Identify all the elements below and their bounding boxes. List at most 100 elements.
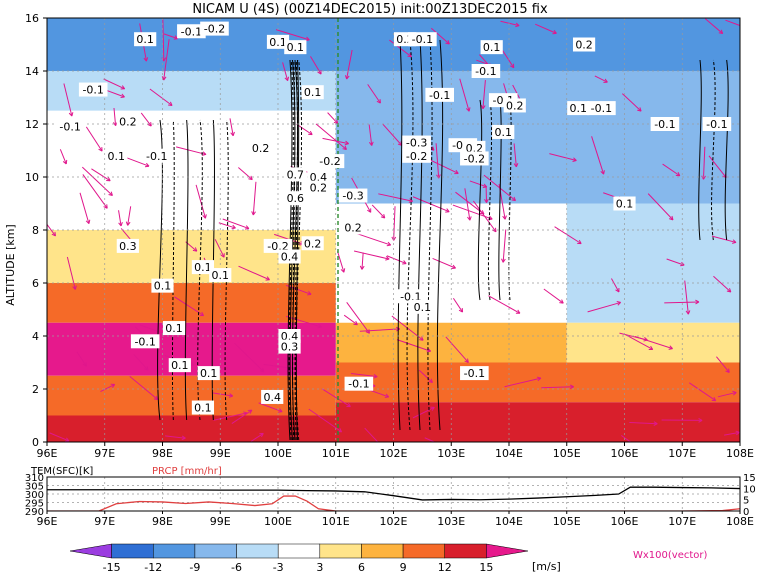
contour-label: -0.2	[464, 152, 485, 165]
contour-label-bg	[315, 154, 345, 169]
wind-vector	[238, 167, 253, 180]
wind-vector-head	[572, 157, 577, 162]
wind-vector-head	[168, 101, 173, 107]
wind-vector	[452, 297, 463, 313]
wind-vector	[321, 388, 351, 408]
vector-legend-label: Wx100(vector)	[633, 550, 708, 561]
contour-label-bg	[168, 358, 191, 373]
surface-series	[47, 486, 740, 511]
contour-label: 0.1	[171, 359, 189, 372]
contour-label-bg	[402, 148, 431, 163]
colorbar-unit: [m/s]	[532, 560, 561, 573]
y-tick-label: 16	[25, 12, 39, 25]
wind-vector	[459, 78, 470, 112]
wind-vector	[133, 353, 149, 371]
contour-label-bg	[278, 249, 301, 264]
wind-vector	[346, 49, 353, 80]
contour-label-bg	[261, 389, 284, 404]
wind-vector	[684, 280, 689, 315]
wind-vector-head	[72, 285, 77, 290]
wind-vector-head	[428, 378, 433, 384]
wind-vector-head	[265, 276, 270, 281]
wind-vector	[310, 56, 322, 75]
wind-vector	[502, 229, 507, 263]
wind-vector	[634, 335, 673, 350]
y-tick-label: 12	[25, 118, 39, 131]
y-tick-label: 4	[32, 330, 39, 343]
contour-labels: -0.1-0.10.2-0.10.10.1-0.1 -0.20.30.10.10.…	[55, 21, 732, 415]
shade-cell	[566, 203, 740, 323]
wind-vector-head	[192, 247, 198, 252]
contour-line	[289, 59, 296, 441]
wind-vector-head	[732, 239, 737, 244]
contour-label: 0.6	[287, 192, 305, 205]
shade-cell	[335, 71, 740, 124]
x-tick-label: 101E	[322, 447, 350, 460]
wind-vector	[351, 372, 378, 378]
colorbar-cell	[444, 543, 487, 559]
wind-vector-head	[502, 215, 507, 220]
wind-vector	[717, 391, 737, 398]
wind-vector-head	[653, 421, 658, 426]
wind-vector	[647, 193, 674, 221]
contour-label: -0.2	[319, 155, 340, 168]
wind-vector-head	[68, 112, 74, 117]
wind-vector	[263, 363, 292, 369]
x-tick-label: 100E	[264, 447, 292, 460]
wind-vector-head	[680, 261, 685, 267]
shade-cell	[47, 283, 336, 323]
contour-line	[406, 39, 414, 431]
wind-vector	[286, 315, 322, 328]
contour-label-bg	[142, 148, 172, 163]
contour-label-bg	[266, 34, 290, 49]
contour-label-bg	[151, 278, 174, 293]
contour-label-bg	[55, 119, 85, 134]
wind-vector	[252, 181, 257, 216]
wind-vector-head	[501, 258, 506, 263]
wind-vector-head	[228, 393, 234, 398]
wind-vector	[367, 84, 381, 104]
wind-vector	[361, 252, 364, 270]
x-tick-label: 108E	[726, 447, 754, 460]
surface-left-tick: 305	[25, 482, 44, 493]
wind-vector	[214, 239, 225, 258]
shade-cell	[47, 110, 336, 164]
wind-vector	[716, 356, 730, 373]
contour-label-bg	[341, 220, 365, 235]
wind-vector-head	[698, 418, 703, 423]
wind-vector-head	[85, 219, 91, 225]
contour-line	[171, 119, 175, 421]
wind-vector	[315, 123, 347, 150]
wind-vector-head	[637, 107, 642, 112]
wind-vector	[124, 156, 150, 167]
wind-vector	[502, 50, 515, 69]
x-tick-label: 99E	[210, 447, 231, 460]
surface-x-tick-label: 106E	[611, 515, 639, 528]
wind-vector	[275, 29, 310, 41]
wind-vector-head	[243, 411, 248, 416]
contour-line	[157, 119, 163, 421]
contour-label-bg	[344, 376, 374, 391]
contour-label-bg	[130, 334, 160, 349]
wind-vector-head	[259, 367, 265, 373]
wind-vector	[725, 19, 740, 27]
wind-vector	[359, 328, 400, 332]
contour-label: 0.1	[212, 269, 230, 282]
wind-vector	[139, 324, 179, 340]
wind-vector-head	[62, 159, 68, 165]
wind-vectors	[47, 18, 740, 442]
wind-vector	[59, 149, 67, 165]
surface-left-tick: 295	[25, 499, 44, 510]
wind-vector	[464, 188, 471, 221]
wind-vector-head	[125, 221, 131, 226]
wind-vector-head	[202, 151, 207, 156]
wind-vector-head	[110, 383, 116, 388]
wind-vector-head	[120, 93, 125, 99]
colorbar-tick-label: 9	[400, 561, 407, 574]
y-axis-label: ALTITUDE [km]	[4, 224, 17, 305]
wind-vector-head	[407, 52, 412, 58]
wind-vector	[140, 112, 152, 127]
contour-label: 0.1	[194, 402, 212, 415]
contour-label-bg	[471, 64, 501, 78]
wind-vector	[386, 255, 407, 265]
